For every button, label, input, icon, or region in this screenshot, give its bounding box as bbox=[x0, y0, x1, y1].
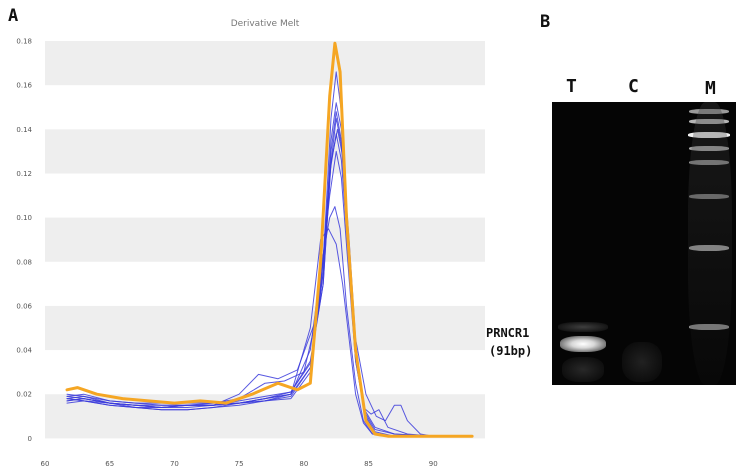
y-tick-label: 0.16 bbox=[16, 82, 32, 90]
highlight-melt-curve bbox=[65, 41, 474, 438]
ladder-band bbox=[689, 119, 729, 124]
control-smear bbox=[622, 342, 662, 382]
sample-melt-curve bbox=[66, 128, 473, 437]
y-tick-label: 0.06 bbox=[16, 302, 32, 310]
grid-band bbox=[45, 41, 485, 86]
y-tick-label: 0.18 bbox=[16, 38, 32, 46]
x-tick-label: 75 bbox=[235, 460, 244, 468]
y-tick-label: 0 bbox=[28, 435, 32, 443]
chart-title: Derivative Melt bbox=[231, 19, 300, 29]
x-tick-label: 85 bbox=[364, 460, 373, 468]
sample-melt-curve bbox=[66, 228, 473, 437]
sample-melt-curve bbox=[66, 111, 473, 437]
ladder-smear bbox=[688, 102, 732, 385]
y-tick-label: 0.10 bbox=[16, 214, 32, 222]
ladder-band bbox=[689, 146, 729, 151]
sample-band-smear bbox=[558, 322, 608, 332]
panel-b-letter: B bbox=[540, 12, 551, 32]
sample-melt-curve bbox=[66, 150, 473, 437]
x-tick-label: 60 bbox=[41, 460, 50, 468]
y-tick-label: 0.12 bbox=[16, 170, 32, 178]
ladder-band bbox=[689, 324, 729, 330]
band-label-name: PRNCR1 bbox=[486, 326, 530, 340]
x-tick-label: 80 bbox=[299, 460, 308, 468]
grid-band bbox=[45, 305, 485, 351]
ladder-band bbox=[689, 160, 729, 165]
band-label-size: (91bp) bbox=[489, 344, 533, 358]
y-tick-label: 0.08 bbox=[16, 258, 32, 266]
x-tick-label: 90 bbox=[429, 460, 438, 468]
ladder-band bbox=[689, 109, 729, 114]
melt-curve-chart: Derivative Melt 0.18 0.16 0.14 0.12 0.10 0.08 0… bbox=[16, 19, 485, 468]
x-tick-label: 65 bbox=[105, 460, 114, 468]
ladder-band bbox=[689, 194, 729, 199]
lane-label-m: M bbox=[705, 78, 716, 99]
grid-band bbox=[45, 217, 485, 262]
y-tick-label: 0.04 bbox=[16, 347, 32, 355]
y-tick-label: 0.02 bbox=[16, 391, 32, 399]
x-tick-label: 70 bbox=[170, 460, 179, 468]
sample-melt-curve bbox=[66, 133, 473, 437]
panel-a-letter: A bbox=[8, 6, 19, 26]
gel-image bbox=[552, 102, 736, 385]
ladder-band bbox=[689, 245, 729, 251]
sample-band bbox=[560, 336, 606, 352]
lane-label-c: C bbox=[628, 76, 639, 97]
lane-label-t: T bbox=[566, 76, 577, 97]
grid-band bbox=[45, 129, 485, 174]
sample-low-smear bbox=[562, 357, 604, 382]
ladder-band bbox=[688, 132, 730, 138]
y-tick-label: 0.14 bbox=[16, 126, 32, 134]
